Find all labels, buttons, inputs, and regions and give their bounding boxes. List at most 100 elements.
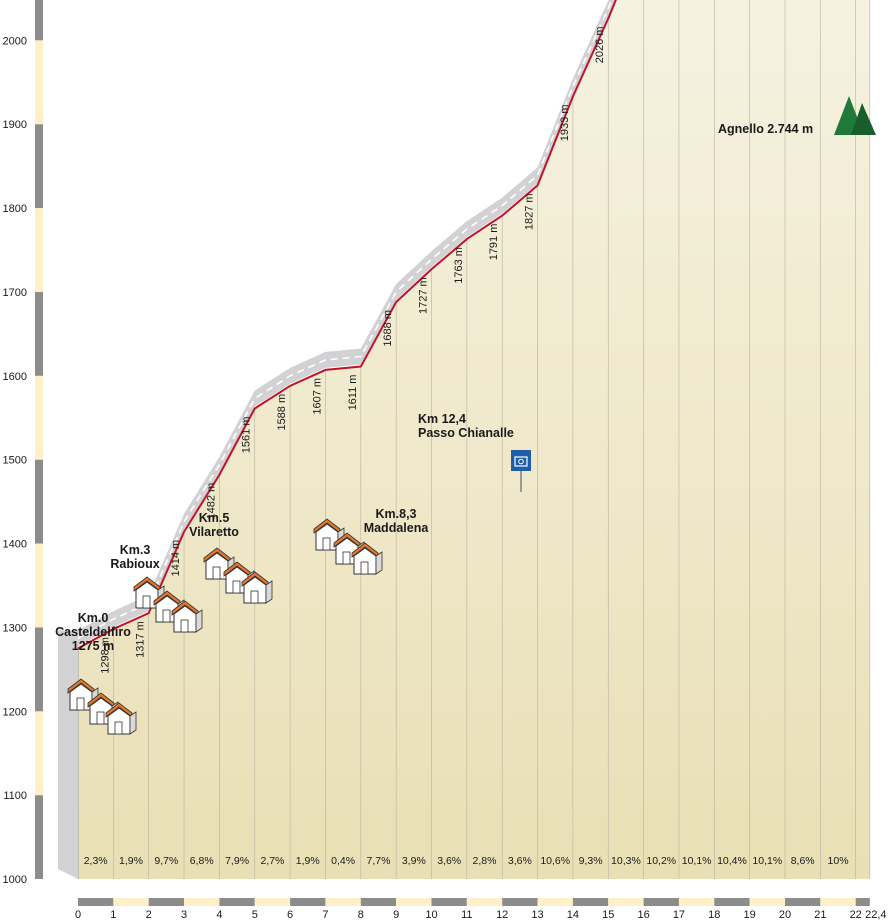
x-axis-segment: [749, 898, 785, 906]
x-axis-segment: [608, 898, 644, 906]
elevation-label: 1611 m: [347, 375, 359, 411]
annotation-label: Vilaretto: [189, 525, 239, 539]
gradient-label: 10,2%: [646, 855, 676, 867]
annotation-label: Passo Chianalle: [418, 426, 514, 440]
x-axis-segment: [572, 898, 609, 906]
gradient-labels: 2,3% 1,9% 9,7% 6,8% 7,9% 2,7% 1,9% 0,4% 7,7% 3,9%…: [84, 855, 849, 867]
annotation-label: Casteldelfiro: [55, 625, 131, 639]
gradient-label: 7,7%: [367, 855, 391, 867]
elevation-label: 1791 m: [488, 224, 500, 261]
elevation-label: 1317 m: [135, 621, 147, 658]
y-axis-segment: [35, 711, 43, 796]
x-tick-label: 6: [287, 909, 293, 921]
y-tick-label: 1700: [3, 287, 27, 299]
elevation-label: 1298 m: [99, 637, 111, 674]
gradient-label: 7,9%: [225, 855, 249, 867]
sign-board: [511, 450, 531, 471]
x-axis-segment: [325, 898, 361, 906]
x-axis-segment: [820, 898, 856, 906]
elevation-label: 1482 m: [205, 483, 217, 520]
gradient-label: 9,7%: [154, 855, 178, 867]
x-tick-label: 15: [602, 909, 614, 921]
gradient-label: 0,4%: [331, 855, 355, 867]
x-tick-label: 0: [75, 909, 81, 921]
x-tick-label: 2: [146, 909, 152, 921]
x-tick-label: 9: [393, 909, 399, 921]
x-axis-segment: [290, 898, 326, 906]
x-tick-label: 16: [637, 909, 649, 921]
x-tick-label: 21: [814, 909, 826, 921]
x-axis-segment: [678, 898, 715, 906]
x-tick-label: 13: [531, 909, 543, 921]
mountain-peak-icon: [834, 96, 876, 135]
x-axis-segment: [360, 898, 397, 906]
x-tick-label: 10: [425, 909, 437, 921]
x-axis-segment: [113, 898, 149, 906]
x-axis-segment: [643, 898, 679, 906]
elevation-label: 2026 m: [594, 26, 606, 63]
gradient-label: 2,3%: [84, 855, 108, 867]
gradient-label: 10,1%: [752, 855, 782, 867]
elevation-label: 1414 m: [170, 540, 182, 577]
profile-line: [77, 0, 617, 650]
y-tick-label: 1900: [3, 119, 27, 131]
y-tick-label: 1200: [3, 706, 27, 718]
x-tick-label: 8: [358, 909, 364, 921]
x-axis-segment: [785, 898, 821, 906]
y-axis-segment: [35, 627, 43, 712]
gradient-label: 9,3%: [579, 855, 603, 867]
annotation-label: Km.5: [199, 511, 230, 525]
x-axis-segment: [78, 898, 114, 906]
x-tick-label: 19: [744, 909, 756, 921]
x-tick-label: 22,4: [865, 909, 886, 921]
x-axis-segment: [254, 898, 291, 906]
y-tick-label: 1300: [3, 622, 27, 634]
y-axis-segment: [35, 795, 43, 879]
y-tick-label: 1500: [3, 455, 27, 467]
x-tick-label: 12: [496, 909, 508, 921]
x-axis-segment: [219, 898, 255, 906]
profile-area: [78, 0, 870, 879]
elevation-label: 1561 m: [241, 416, 253, 453]
gradient-label: 1,9%: [119, 855, 143, 867]
annotation-label: Km.0: [78, 611, 109, 625]
x-axis-segment: [396, 898, 432, 906]
x-tick-label: 18: [708, 909, 720, 921]
gradient-label: 6,8%: [190, 855, 214, 867]
y-axis-segment: [35, 124, 43, 209]
elevation-label: 1588 m: [276, 394, 288, 431]
camera-body: [514, 456, 528, 467]
y-axis: 1000 1100 1200 1300 1400 1500 1600 1700 1800 1900…: [3, 0, 43, 886]
gradient-label: 3,6%: [508, 855, 532, 867]
x-tick-label: 5: [252, 909, 258, 921]
x-axis-segment: [855, 898, 870, 906]
elevation-label: 1763 m: [453, 247, 465, 284]
x-tick-label: 20: [779, 909, 791, 921]
y-tick-label: 1400: [3, 539, 27, 551]
gradient-label: 3,9%: [402, 855, 426, 867]
gradient-label: 2,8%: [473, 855, 497, 867]
y-axis-segment: [35, 375, 43, 460]
y-tick-label: 1000: [3, 874, 27, 886]
x-tick-label: 7: [322, 909, 328, 921]
annotation-label: Rabioux: [110, 557, 159, 571]
elevation-label: 1607 m: [311, 378, 323, 415]
annotation-label: Km.8,3: [376, 507, 417, 521]
elevation-labels: 1298 m 1317 m 1414 m 1482 m 1561 m 1588 m 1607…: [99, 26, 606, 674]
x-axis-segment: [184, 898, 220, 906]
annotation-label: 1275 m: [72, 639, 114, 653]
x-axis-segment: [466, 898, 503, 906]
x-tick-label: 3: [181, 909, 187, 921]
x-tick-label: 14: [567, 909, 579, 921]
x-tick-label: 1: [110, 909, 116, 921]
profile-series-line: [77, 0, 617, 650]
gradient-label: 10,1%: [682, 855, 712, 867]
camera-lens: [518, 458, 524, 465]
x-axis-segment: [714, 898, 750, 906]
elevation-label: 1827 m: [524, 193, 536, 230]
y-tick-label: 1100: [3, 790, 27, 802]
annotation-label: Km.3: [120, 543, 151, 557]
road-edge-face: [58, 630, 78, 879]
road-centerline: [77, 0, 613, 640]
